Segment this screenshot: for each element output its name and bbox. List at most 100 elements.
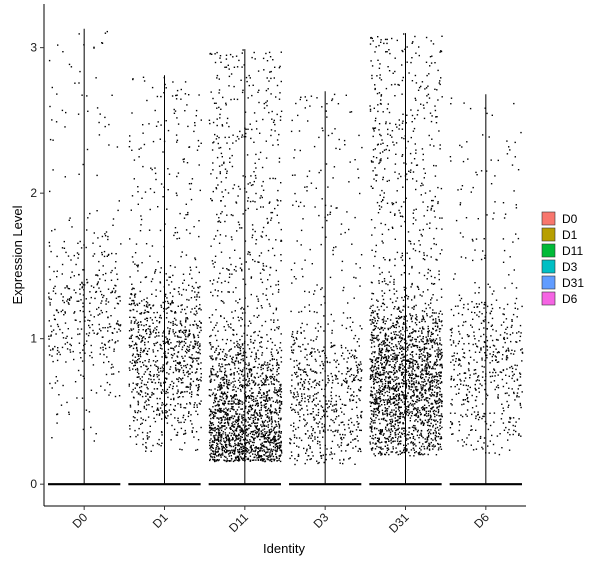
data-point	[297, 395, 299, 397]
data-point	[339, 148, 341, 150]
data-point	[241, 443, 243, 445]
data-point	[184, 442, 186, 444]
data-point	[274, 329, 276, 331]
data-point	[99, 245, 101, 247]
data-point	[146, 393, 149, 395]
data-point	[415, 419, 417, 421]
data-point	[172, 320, 174, 323]
data-point	[321, 388, 323, 390]
data-point	[404, 220, 406, 223]
data-point	[221, 427, 223, 429]
data-point	[211, 346, 213, 348]
data-point	[239, 377, 241, 379]
data-point	[237, 422, 239, 425]
data-point	[291, 119, 293, 122]
data-point	[228, 350, 230, 352]
data-point	[414, 443, 416, 445]
data-point	[270, 431, 272, 433]
data-point	[238, 425, 240, 427]
data-point	[306, 190, 308, 192]
data-point	[139, 378, 141, 380]
data-point	[424, 356, 426, 358]
data-point	[273, 428, 275, 430]
data-point	[299, 149, 301, 152]
data-point	[215, 459, 218, 461]
data-point	[183, 433, 185, 435]
data-point	[241, 344, 244, 346]
data-point	[427, 380, 429, 382]
data-point	[348, 427, 350, 429]
data-point	[398, 402, 400, 404]
data-point	[145, 400, 147, 402]
data-point	[331, 397, 333, 400]
data-point	[226, 415, 228, 417]
data-point	[259, 459, 262, 461]
data-point	[369, 401, 371, 403]
data-point	[222, 446, 224, 449]
data-point	[234, 448, 237, 450]
data-point	[360, 363, 362, 365]
data-point	[137, 369, 139, 371]
data-point	[129, 337, 131, 340]
data-point	[360, 450, 362, 453]
data-point	[224, 425, 226, 427]
data-point	[379, 374, 381, 377]
data-point	[69, 351, 72, 353]
data-point	[233, 362, 236, 364]
data-point	[260, 455, 262, 457]
data-point	[307, 437, 310, 439]
data-point	[56, 353, 58, 355]
data-point	[116, 273, 118, 275]
data-point	[146, 404, 148, 406]
data-point	[241, 428, 243, 430]
data-point	[303, 418, 305, 420]
data-point	[255, 355, 257, 357]
data-point	[99, 353, 101, 355]
data-point	[212, 435, 215, 437]
data-point	[191, 285, 194, 288]
data-point	[164, 353, 166, 356]
data-point	[134, 296, 136, 298]
data-point	[168, 321, 170, 323]
data-point	[320, 457, 323, 459]
data-point	[426, 373, 429, 375]
data-point	[274, 447, 276, 449]
data-point	[185, 320, 187, 322]
data-point	[396, 393, 398, 396]
data-point	[344, 434, 346, 436]
data-point	[217, 330, 219, 332]
data-point	[235, 265, 237, 268]
data-point	[216, 322, 218, 324]
data-point	[119, 300, 121, 302]
data-point	[153, 312, 155, 314]
data-point	[152, 304, 155, 306]
data-point	[381, 429, 383, 431]
data-point	[237, 342, 239, 345]
data-point	[333, 344, 335, 347]
data-point	[48, 266, 51, 268]
data-point	[83, 289, 85, 291]
data-point	[210, 409, 212, 411]
data-point	[361, 369, 363, 371]
data-point	[315, 422, 318, 424]
data-point	[136, 353, 138, 355]
data-point	[215, 187, 217, 189]
data-point	[335, 376, 337, 378]
data-point	[75, 292, 77, 294]
data-point	[280, 431, 282, 433]
data-point	[68, 219, 70, 221]
data-point	[412, 363, 414, 365]
data-point	[422, 318, 425, 320]
data-point	[355, 350, 357, 352]
data-point	[163, 307, 165, 310]
data-point	[56, 422, 58, 424]
data-point	[113, 350, 115, 352]
data-point	[270, 93, 272, 95]
data-point	[180, 392, 182, 394]
data-point	[180, 88, 182, 91]
data-point	[394, 436, 397, 438]
data-point	[228, 453, 230, 455]
data-point	[218, 92, 220, 94]
data-point	[212, 121, 215, 124]
data-point	[306, 364, 308, 366]
